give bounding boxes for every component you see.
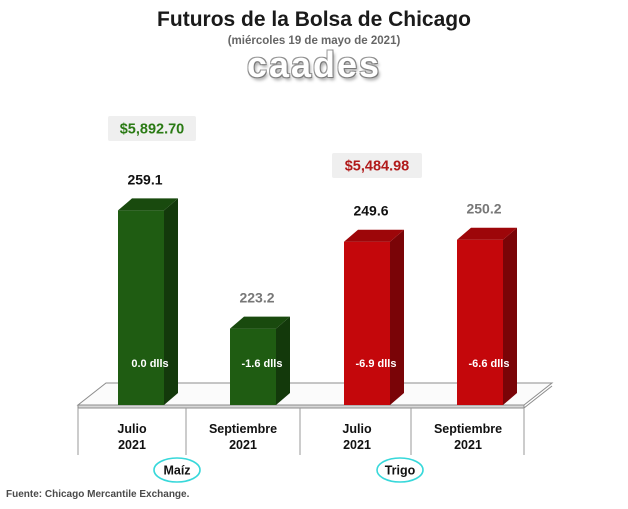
price-box xyxy=(108,116,196,141)
x-tick-label: Julio xyxy=(342,422,372,436)
bar-value-label: 250.2 xyxy=(466,201,501,217)
bar-2-top xyxy=(230,316,290,329)
chart-title: Futuros de la Bolsa de Chicago xyxy=(157,8,471,31)
bar-change-label: 0.0 dlls xyxy=(131,358,168,370)
bar-3 xyxy=(344,241,390,405)
x-tick-label: 2021 xyxy=(343,438,371,452)
bar-value-label: 223.2 xyxy=(239,290,274,306)
x-tick-label: 2021 xyxy=(118,438,146,452)
bar-1-side xyxy=(164,198,178,405)
chart-subtitle: (miércoles 19 de mayo de 2021) xyxy=(227,35,401,47)
source-note: Fuente: Chicago Mercantile Exchange. xyxy=(6,489,190,500)
bar-4-top xyxy=(457,227,517,240)
group-badge xyxy=(376,457,424,483)
bar-2-side xyxy=(276,316,290,405)
bar-change-label: -1.6 dlls xyxy=(242,358,283,370)
bar-change-label: -6.9 dlls xyxy=(356,358,397,370)
bar-4-side xyxy=(503,227,517,405)
bar-change-label: -6.6 dlls xyxy=(469,358,510,370)
group-badge xyxy=(153,457,201,483)
chart-floor-side xyxy=(523,385,553,409)
bar-3-side xyxy=(390,229,404,405)
price-box xyxy=(332,153,422,178)
x-tick-label: Septiembre xyxy=(434,422,502,436)
x-tick-label: Septiembre xyxy=(209,422,277,436)
price-label: $5,484.98 xyxy=(345,159,410,175)
bar-value-label: 259.1 xyxy=(127,171,162,187)
bar-2 xyxy=(230,328,276,405)
x-tick-label: 2021 xyxy=(454,438,482,452)
group-label: Maíz xyxy=(163,464,190,478)
chart-floor-edge xyxy=(77,404,525,409)
x-tick-label: 2021 xyxy=(229,438,257,452)
price-label: $5,892.70 xyxy=(120,122,185,138)
bar-1-top xyxy=(118,198,178,211)
bar-4 xyxy=(457,239,503,405)
caades-logo: caades xyxy=(246,44,382,85)
bar-value-label: 249.6 xyxy=(353,203,388,219)
x-tick-label: Julio xyxy=(117,422,147,436)
group-label: Trigo xyxy=(385,464,416,478)
bar-1 xyxy=(118,210,164,405)
bar-3-top xyxy=(344,229,404,242)
